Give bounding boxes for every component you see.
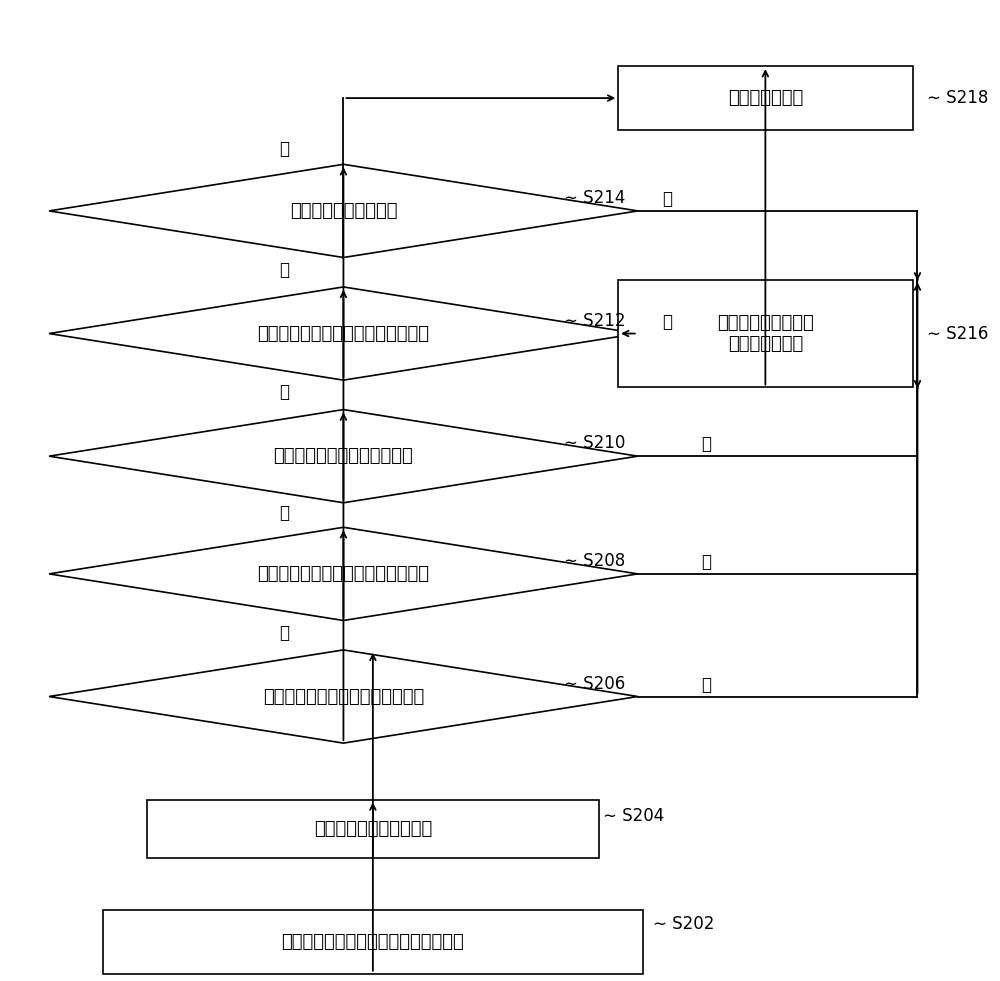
- FancyBboxPatch shape: [103, 910, 643, 973]
- Text: 故障检测过程中断，
蜂鸣器报警提示: 故障检测过程中断， 蜂鸣器报警提示: [717, 314, 814, 353]
- Text: 是: 是: [280, 624, 290, 642]
- Text: ∼ S214: ∼ S214: [564, 189, 626, 207]
- Text: 是: 是: [280, 261, 290, 279]
- Polygon shape: [49, 164, 638, 257]
- Text: 判断感温包故障自检测过程是否完成: 判断感温包故障自检测过程是否完成: [257, 565, 429, 583]
- Text: ∼ S216: ∼ S216: [927, 325, 989, 342]
- Polygon shape: [49, 286, 638, 380]
- Text: 判断温度自检测过程是否完成: 判断温度自检测过程是否完成: [274, 447, 413, 465]
- Polygon shape: [49, 410, 638, 502]
- Text: ∼ S206: ∼ S206: [564, 675, 625, 693]
- FancyBboxPatch shape: [147, 800, 599, 858]
- Text: 是: 是: [280, 504, 290, 522]
- Text: 判断工作模式自动切换过程是否完成: 判断工作模式自动切换过程是否完成: [257, 325, 429, 342]
- Text: 否: 否: [702, 436, 712, 453]
- Text: 是: 是: [280, 140, 290, 158]
- Polygon shape: [49, 528, 638, 621]
- Polygon shape: [49, 649, 638, 744]
- Text: 按下遥控器上的组合按键: 按下遥控器上的组合按键: [314, 820, 432, 838]
- Text: 风机盘管上电，按下遥控器上的开机键: 风机盘管上电，按下遥控器上的开机键: [282, 933, 464, 951]
- Text: ∼ S210: ∼ S210: [564, 435, 626, 452]
- Text: ∼ S208: ∼ S208: [564, 552, 625, 570]
- FancyBboxPatch shape: [618, 66, 913, 129]
- Text: 是: 是: [280, 384, 290, 401]
- Text: ∼ S204: ∼ S204: [603, 807, 665, 825]
- Text: ∼ S202: ∼ S202: [653, 915, 714, 933]
- Text: 否: 否: [702, 676, 712, 694]
- Text: 空调器自动关机: 空调器自动关机: [728, 89, 803, 107]
- Text: ∼ S218: ∼ S218: [927, 89, 989, 107]
- Text: 判断显示灯板自检测过程是否完成: 判断显示灯板自检测过程是否完成: [263, 688, 424, 705]
- Text: ∼ S212: ∼ S212: [564, 312, 626, 330]
- Text: 否: 否: [702, 553, 712, 571]
- Text: 否: 否: [662, 313, 672, 331]
- Text: 否: 否: [662, 190, 672, 208]
- Text: 判断各个负载是否开启: 判断各个负载是否开启: [290, 202, 397, 220]
- FancyBboxPatch shape: [618, 280, 913, 387]
